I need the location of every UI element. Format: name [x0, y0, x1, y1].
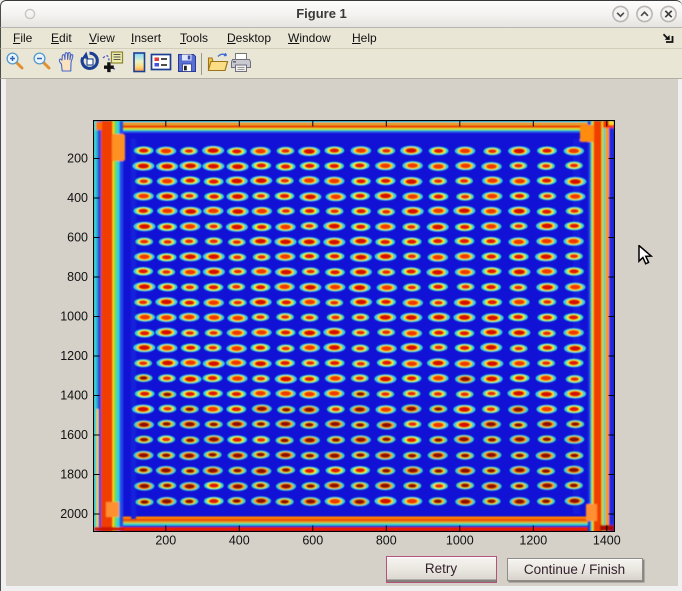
svg-text:800: 800	[67, 270, 88, 284]
svg-text:1000: 1000	[60, 310, 88, 324]
svg-text:1200: 1200	[519, 534, 547, 548]
svg-text:1800: 1800	[60, 468, 88, 482]
svg-text:400: 400	[229, 534, 250, 548]
svg-text:1000: 1000	[446, 534, 474, 548]
svg-text:1400: 1400	[60, 389, 88, 403]
svg-text:400: 400	[67, 191, 88, 205]
svg-text:2000: 2000	[60, 507, 88, 521]
svg-text:200: 200	[155, 534, 176, 548]
svg-text:1400: 1400	[593, 534, 621, 548]
svg-text:1600: 1600	[60, 428, 88, 442]
svg-text:800: 800	[376, 534, 397, 548]
svg-text:600: 600	[67, 231, 88, 245]
svg-text:200: 200	[67, 152, 88, 166]
svg-text:600: 600	[302, 534, 323, 548]
svg-text:1200: 1200	[60, 349, 88, 363]
